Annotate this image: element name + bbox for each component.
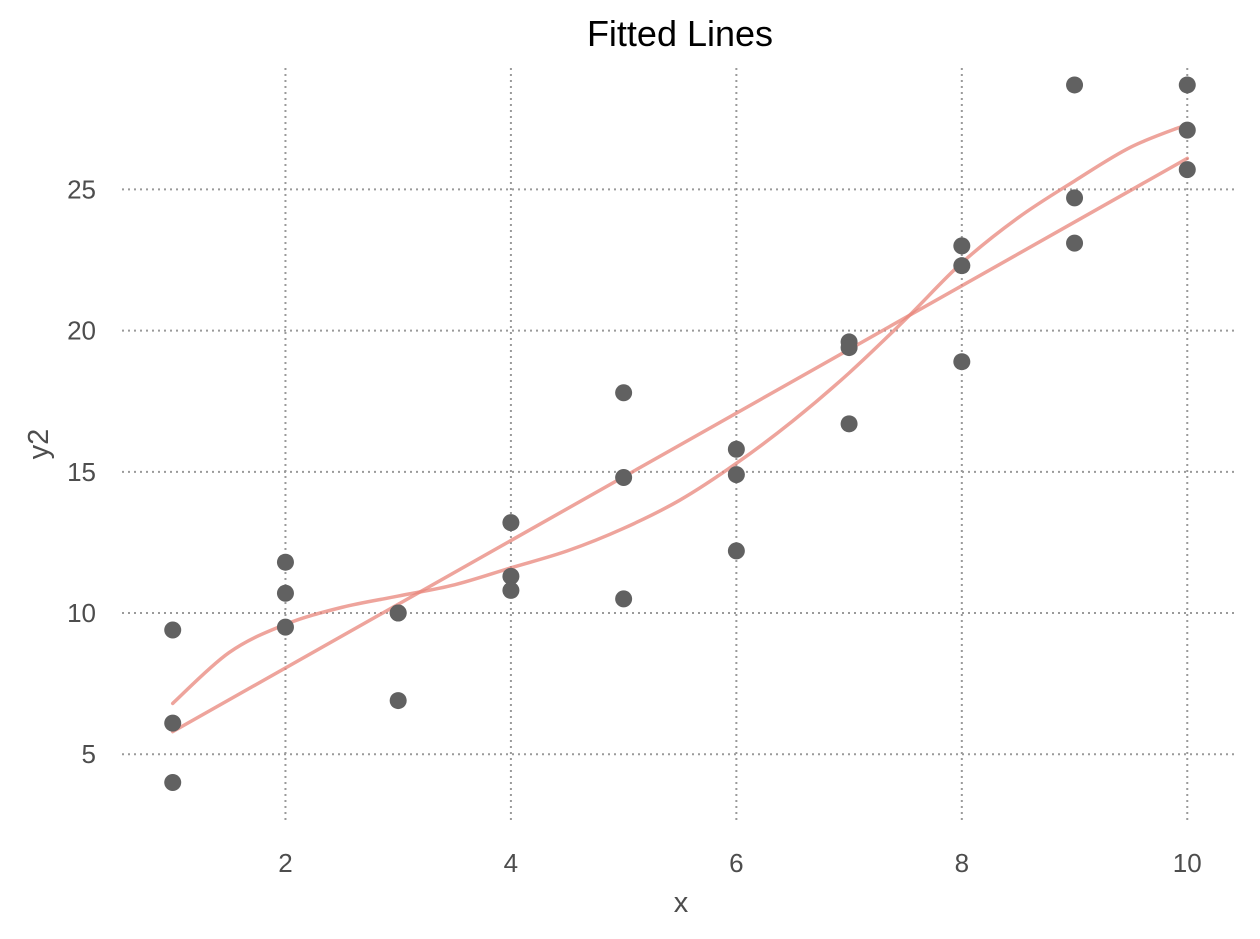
data-point <box>953 257 971 275</box>
data-point <box>502 581 520 599</box>
y-tick-label: 10 <box>67 598 96 628</box>
y-tick-label: 15 <box>67 457 96 487</box>
data-point <box>727 466 745 484</box>
smooth-fit-line <box>170 122 1190 706</box>
data-point <box>840 415 858 433</box>
data-point <box>727 542 745 560</box>
x-tick-label: 4 <box>504 848 518 878</box>
data-point <box>953 353 971 371</box>
data-point <box>276 553 294 571</box>
data-point <box>164 714 182 732</box>
chart-title: Fitted Lines <box>587 13 773 54</box>
data-point <box>615 384 633 402</box>
data-point <box>389 604 407 622</box>
data-point <box>1066 234 1084 252</box>
data-point <box>276 584 294 602</box>
x-tick-label: 10 <box>1173 848 1202 878</box>
x-axis-label: x <box>674 887 689 919</box>
x-tick-label: 2 <box>278 848 292 878</box>
data-point <box>1178 161 1196 179</box>
data-point <box>502 567 520 585</box>
data-point <box>840 339 858 357</box>
horizontal-grid-lines <box>122 188 1238 756</box>
data-point <box>727 440 745 458</box>
x-axis-tick-labels: 2 4 6 8 10 <box>278 848 1202 878</box>
data-point <box>953 237 971 255</box>
data-point <box>615 590 633 608</box>
data-point <box>615 468 633 486</box>
data-point <box>276 618 294 636</box>
scatter-points <box>164 76 1196 791</box>
data-point <box>1178 121 1196 139</box>
y-tick-label: 20 <box>67 316 96 346</box>
y-axis-label: y2 <box>23 429 55 460</box>
y-axis-tick-labels: 5 10 15 20 25 <box>67 174 96 769</box>
data-point <box>164 621 182 639</box>
data-point <box>164 773 182 791</box>
data-point <box>1066 189 1084 207</box>
x-tick-label: 6 <box>729 848 743 878</box>
linear-fit-line <box>170 156 1190 734</box>
data-point <box>502 514 520 532</box>
fitted-lines <box>170 122 1190 734</box>
data-point <box>1066 76 1084 94</box>
y-tick-label: 5 <box>82 739 96 769</box>
x-tick-label: 8 <box>955 848 969 878</box>
data-point <box>1178 76 1196 94</box>
y-tick-label: 25 <box>67 174 96 204</box>
data-point <box>389 692 407 710</box>
